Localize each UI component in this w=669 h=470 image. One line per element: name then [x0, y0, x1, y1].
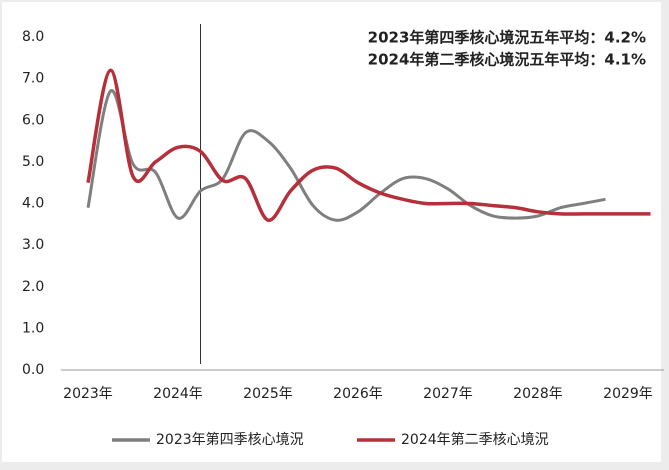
y-tick-label: 1.0 [22, 320, 44, 336]
y-tick-label: 7.0 [22, 71, 44, 87]
y-tick-label: 0.0 [22, 362, 44, 378]
y-tick-label: 2.0 [22, 279, 44, 295]
y-tick-label: 5.0 [22, 154, 44, 170]
x-tick-label: 2025年 [243, 386, 293, 402]
x-tick-label: 2028年 [513, 386, 563, 402]
y-tick-label: 4.0 [22, 196, 44, 212]
y-tick-label: 8.0 [22, 29, 44, 45]
y-tick-label: 3.0 [22, 237, 44, 253]
x-tick-label: 2026年 [333, 386, 383, 402]
x-tick-label: 2023年 [63, 386, 113, 402]
y-tick-label: 6.0 [22, 112, 44, 128]
x-tick-label: 2024年 [153, 386, 203, 402]
x-tick-label: 2027年 [423, 386, 473, 402]
background [2, 2, 661, 462]
legend-label: 2023年第四季核心境況 [156, 431, 304, 448]
series-line [86, 68, 651, 222]
legend-label: 2024年第二季核心境況 [401, 431, 549, 448]
series-line [86, 89, 606, 222]
x-tick-label: 2029年 [603, 386, 653, 402]
annotation: 2024年第二季核心境況五年平均：4.1% [368, 51, 646, 69]
annotation: 2023年第四季核心境況五年平均：4.2% [368, 29, 646, 47]
